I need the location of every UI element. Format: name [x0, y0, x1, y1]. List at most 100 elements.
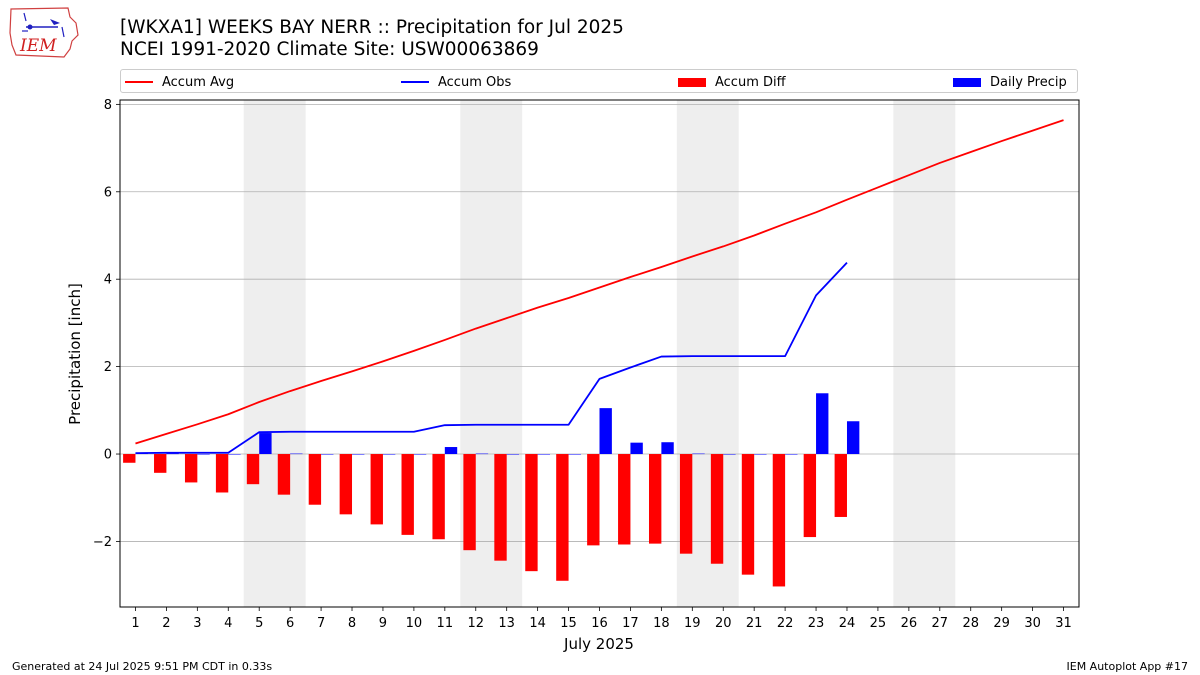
bar-daily-precip-day-13 — [506, 454, 520, 455]
bar-accum-diff-day-14 — [525, 454, 538, 572]
x-tick-label: 22 — [777, 616, 794, 631]
legend-swatch-daily-precip — [953, 77, 981, 87]
bar-daily-precip-day-16 — [599, 408, 612, 455]
bar-accum-diff-day-7 — [308, 454, 322, 505]
footer-app: IEM Autoplot App #17 — [1066, 660, 1189, 673]
iem-logo-graphic: IEM — [9, 7, 79, 58]
bar-accum-diff-day-20 — [710, 454, 724, 564]
bar-accum-diff-day-11 — [432, 454, 445, 540]
x-tick-label: 2 — [162, 616, 170, 631]
legend-label-accum-avg: Accum Avg — [162, 74, 235, 90]
bar-accum-diff-day-22 — [772, 454, 786, 587]
x-tick-label: 7 — [317, 616, 325, 631]
x-tick-label: 21 — [746, 616, 763, 631]
bar-daily-precip-day-7 — [321, 454, 334, 455]
bar-daily-precip-day-6 — [290, 453, 303, 455]
footer-generated: Generated at 24 Jul 2025 9:51 PM CDT in … — [12, 660, 273, 673]
bar-accum-diff-day-24 — [834, 454, 847, 517]
x-tick-label: 20 — [715, 616, 732, 631]
bar-daily-precip-day-3 — [197, 454, 210, 455]
x-tick-label: 6 — [286, 616, 294, 631]
bar-accum-diff-day-9 — [370, 454, 383, 525]
bar-accum-diff-day-8 — [339, 454, 353, 515]
x-tick-label: 18 — [653, 616, 670, 631]
bar-accum-diff-day-19 — [679, 454, 693, 554]
bar-accum-diff-day-21 — [741, 454, 755, 575]
iem-logo: IEM — [8, 5, 80, 59]
bar-accum-diff-day-12 — [463, 454, 476, 551]
bar-accum-diff-day-1 — [123, 454, 136, 463]
bar-daily-precip-day-20 — [723, 454, 736, 455]
bar-accum-diff-day-5 — [246, 454, 260, 485]
line-accum-obs — [135, 261, 848, 455]
bar-daily-precip-day-15 — [568, 454, 581, 455]
x-tick-label: 10 — [406, 616, 423, 631]
bar-accum-diff-day-10 — [401, 454, 414, 535]
y-tick-label: 6 — [104, 185, 112, 200]
bar-daily-precip-day-23 — [816, 393, 829, 455]
x-tick-label: 5 — [255, 616, 263, 631]
bar-daily-precip-day-12 — [475, 453, 489, 455]
bar-accum-diff-day-3 — [184, 454, 198, 483]
legend-item-accum-diff: Accum Diff — [678, 73, 786, 91]
line-accum-avg — [135, 119, 1064, 445]
bar-daily-precip-day-4 — [228, 454, 241, 455]
x-tick-label: 15 — [560, 616, 577, 631]
legend-item-accum-obs: Accum Obs — [401, 73, 511, 91]
x-tick-label: 23 — [808, 616, 825, 631]
iem-logo-text: IEM — [19, 36, 57, 56]
bar-accum-diff-day-16 — [587, 454, 600, 546]
legend-item-accum-avg: Accum Avg — [125, 73, 234, 91]
x-tick-label: 24 — [839, 616, 856, 631]
x-tick-label: 8 — [348, 616, 356, 631]
legend-item-daily-precip: Daily Precip — [953, 73, 1067, 91]
bars — [123, 393, 860, 587]
bar-daily-precip-day-21 — [754, 454, 767, 455]
bar-accum-diff-day-15 — [556, 454, 569, 581]
x-tick-label: 9 — [379, 616, 387, 631]
legend-swatch-accum-obs — [401, 81, 429, 83]
x-tick-label: 28 — [962, 616, 979, 631]
bar-accum-diff-day-17 — [618, 454, 631, 545]
x-tick-label: 3 — [193, 616, 201, 631]
legend-swatch-accum-diff — [678, 77, 706, 87]
bar-daily-precip-day-22 — [785, 454, 798, 455]
x-tick-label: 25 — [870, 616, 887, 631]
x-tick-label: 12 — [467, 616, 484, 631]
weekend-shade-4 — [893, 100, 956, 607]
y-axis-label: Precipitation [inch] — [66, 283, 84, 425]
bar-daily-precip-day-19 — [692, 453, 705, 455]
legend-label-accum-obs: Accum Obs — [438, 74, 512, 90]
legend-label-daily-precip: Daily Precip — [990, 74, 1067, 90]
bar-daily-precip-day-17 — [630, 442, 643, 455]
x-tick-label: 4 — [224, 616, 232, 631]
x-tick-label: 16 — [591, 616, 608, 631]
bar-daily-precip-day-9 — [382, 454, 396, 455]
x-tick-label: 29 — [993, 616, 1010, 631]
bar-daily-precip-day-10 — [413, 454, 427, 455]
bar-accum-diff-day-6 — [277, 454, 291, 495]
bar-accum-diff-day-23 — [803, 454, 817, 538]
chart-legend: Accum Avg Accum Obs Accum Diff Daily Pre… — [120, 69, 1078, 93]
x-tick-label: 31 — [1055, 616, 1072, 631]
y-tick-label: 0 — [104, 448, 112, 463]
bar-daily-precip-day-11 — [444, 447, 458, 455]
x-axis-label: July 2025 — [563, 635, 634, 653]
chart-title-line1: [WKXA1] WEEKS BAY NERR :: Precipitation … — [120, 17, 624, 38]
chart-title-line2: NCEI 1991-2020 Climate Site: USW00063869 — [120, 39, 539, 60]
bar-accum-diff-day-4 — [215, 454, 229, 493]
x-tick-label: 13 — [498, 616, 515, 631]
series-lines — [135, 119, 1064, 455]
bar-daily-precip-day-14 — [537, 454, 551, 455]
bar-accum-diff-day-13 — [494, 454, 507, 561]
chart-title: [WKXA1] WEEKS BAY NERR :: Precipitation … — [120, 17, 624, 61]
weekend-shade-1 — [243, 100, 306, 607]
legend-swatch-accum-avg — [125, 81, 153, 83]
y-tick-label: 4 — [104, 273, 112, 288]
x-tick-label: 14 — [529, 616, 546, 631]
y-tick-label: 8 — [104, 98, 112, 113]
x-tick-label: 17 — [622, 616, 639, 631]
bar-daily-precip-day-5 — [259, 433, 272, 455]
legend-label-accum-diff: Accum Diff — [715, 74, 786, 90]
